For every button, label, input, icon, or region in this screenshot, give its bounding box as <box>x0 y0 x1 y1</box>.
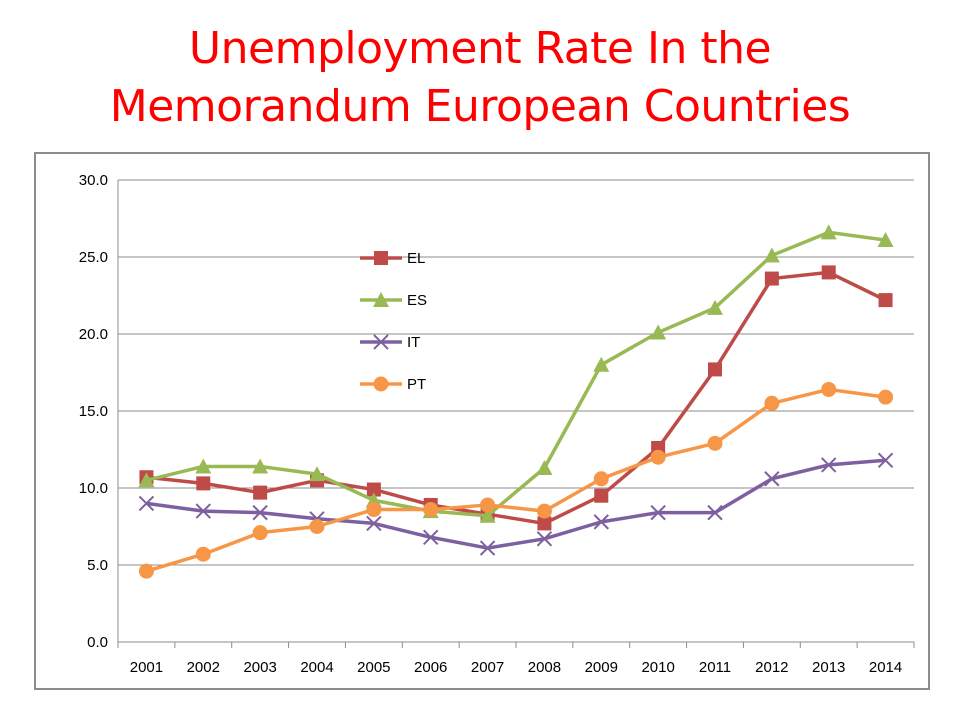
data-point-square <box>708 362 722 377</box>
data-point-x <box>593 514 609 530</box>
data-point-x <box>707 504 723 521</box>
data-point-square <box>366 482 381 497</box>
data-point-square <box>374 251 388 265</box>
x-tick-label: 2008 <box>528 659 561 676</box>
series-line-it <box>146 458 886 550</box>
data-point-square <box>196 476 211 491</box>
legend-label: EL <box>407 250 425 267</box>
data-point-circle <box>423 502 439 518</box>
x-tick-label: 2002 <box>187 659 220 676</box>
x-tick-label: 2001 <box>130 659 163 676</box>
data-point-square <box>821 265 836 280</box>
series <box>138 224 894 579</box>
data-point-circle <box>252 525 268 541</box>
x-tick-label: 2007 <box>471 659 504 676</box>
legend-item-el: EL <box>360 250 425 267</box>
slide-title-line-2: Memorandum European Countries <box>109 81 851 132</box>
x-tick-label: 2003 <box>243 659 276 676</box>
data-point-circle <box>593 471 609 487</box>
data-point-x <box>764 471 780 487</box>
data-point-triangle <box>707 299 723 315</box>
data-point-triangle <box>309 466 325 482</box>
data-point-triangle <box>877 232 894 248</box>
data-point-x <box>821 457 837 473</box>
legend-label: IT <box>407 334 420 351</box>
y-tick-label: 10.0 <box>79 480 108 497</box>
slide-title-line-1: Unemployment Rate In the <box>188 23 772 74</box>
data-point-circle <box>821 381 837 397</box>
x-tick-label: 2009 <box>585 659 618 676</box>
data-point-circle <box>373 376 389 392</box>
data-point-circle <box>309 519 325 534</box>
data-point-x <box>650 504 666 521</box>
data-point-circle <box>366 502 382 518</box>
x-tick-label: 2013 <box>812 659 845 676</box>
gridlines <box>118 179 914 643</box>
data-point-triangle <box>536 459 553 475</box>
data-point-circle <box>650 449 666 465</box>
legend-item-it: IT <box>360 334 420 351</box>
y-tick-label: 15.0 <box>79 403 108 420</box>
axes: 0.0 5.0 10.0 15.0 20.0 25.0 30.0 2001 2002 2003 20… <box>79 172 915 676</box>
data-point-x <box>138 495 155 512</box>
data-point-square <box>594 488 609 503</box>
data-point-circle <box>195 546 211 562</box>
data-point-square <box>253 485 268 500</box>
data-point-circle <box>138 563 154 579</box>
x-tick-label: 2006 <box>414 659 447 676</box>
data-point-x <box>252 504 268 521</box>
data-point-triangle <box>195 458 212 474</box>
data-point-triangle <box>138 472 155 488</box>
series-it <box>138 452 894 556</box>
x-tick-label: 2004 <box>300 659 333 676</box>
data-point-triangle <box>373 292 389 307</box>
y-tick-label: 20.0 <box>79 326 108 343</box>
data-point-circle <box>707 435 723 451</box>
data-point-square <box>764 271 779 286</box>
data-point-x <box>536 531 553 547</box>
series-line-es <box>146 230 886 518</box>
x-tick-label: 2010 <box>641 659 674 676</box>
y-tick-label: 5.0 <box>87 557 108 574</box>
x-tick-label: 2011 <box>699 659 731 676</box>
data-point-x <box>479 540 496 556</box>
legend-item-es: ES <box>360 292 427 309</box>
data-point-triangle <box>820 224 837 240</box>
series-line-el <box>146 270 887 526</box>
data-point-x <box>423 529 439 545</box>
y-tick-label: 25.0 <box>79 249 108 266</box>
data-point-x <box>366 515 382 532</box>
y-tick-label: 30.0 <box>79 172 108 189</box>
y-tick-label: 0.0 <box>87 634 108 651</box>
legend-item-pt: PT <box>360 376 426 393</box>
data-point-circle <box>536 503 552 519</box>
data-point-circle <box>764 395 780 411</box>
data-point-x <box>877 452 894 468</box>
data-point-triangle <box>479 507 496 523</box>
data-point-circle <box>480 497 496 513</box>
slide-title: Unemployment Rate In the Memorandum Euro… <box>0 20 960 136</box>
series-pt <box>138 381 894 579</box>
x-tick-label: 2014 <box>869 659 902 676</box>
legend: EL ES IT PT <box>360 250 427 393</box>
data-point-square <box>878 293 893 308</box>
data-point-x <box>195 503 211 519</box>
x-tick-label: 2012 <box>755 659 788 676</box>
legend-label: ES <box>407 292 427 309</box>
data-point-x <box>373 334 389 350</box>
series-line-pt <box>145 387 886 573</box>
data-point-triangle <box>763 247 780 263</box>
legend-label: PT <box>407 376 426 393</box>
data-point-triangle <box>593 356 610 372</box>
chart-frame <box>34 152 930 690</box>
data-point-triangle <box>252 458 269 474</box>
x-tick-label: 2005 <box>357 659 390 676</box>
data-point-triangle <box>650 324 667 340</box>
data-point-square <box>537 516 552 531</box>
data-point-circle <box>878 389 894 405</box>
